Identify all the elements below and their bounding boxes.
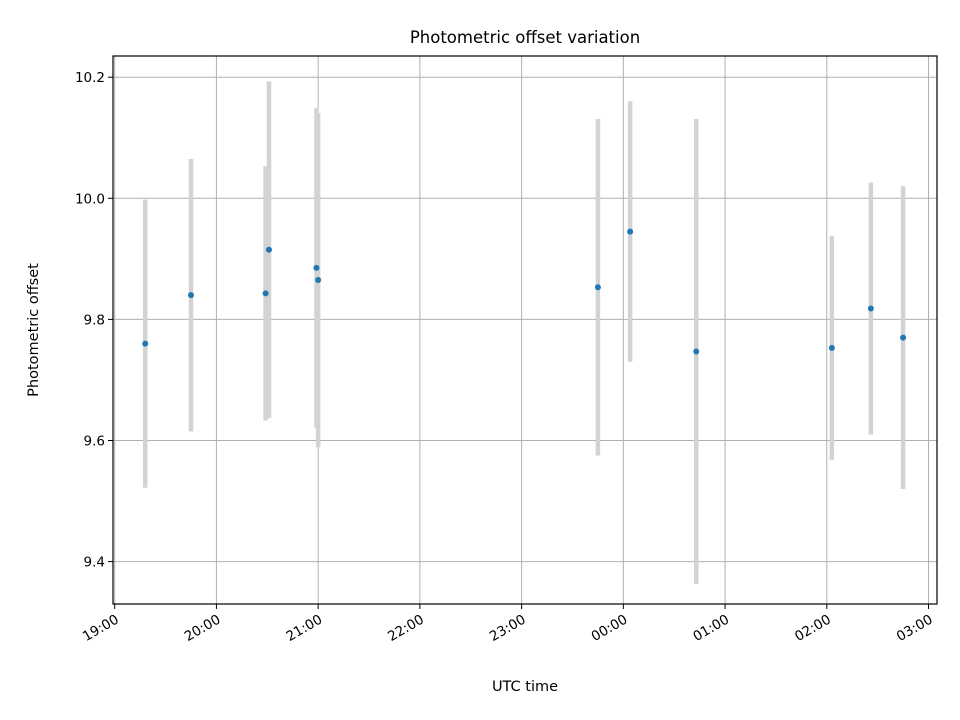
y-tick-label: 10.0	[75, 191, 105, 207]
data-points	[142, 228, 907, 355]
data-point	[594, 284, 601, 291]
y-tick-label: 9.6	[84, 434, 105, 450]
data-point	[627, 228, 634, 235]
plot-area	[113, 56, 937, 604]
chart-title: Photometric offset variation	[410, 28, 640, 47]
y-tick-label: 10.2	[75, 70, 105, 86]
data-point	[693, 348, 700, 355]
data-point	[828, 344, 835, 351]
x-axis-label: UTC time	[492, 679, 558, 695]
data-point	[315, 277, 322, 284]
y-tick-label: 9.8	[84, 312, 105, 328]
data-point	[262, 290, 269, 297]
y-axis-ticks: 9.4 9.6 9.8 10.0 10.2	[75, 70, 113, 571]
data-point	[313, 264, 320, 271]
y-axis-label: Photometric offset	[26, 263, 42, 397]
data-point	[867, 305, 874, 312]
data-point	[265, 246, 272, 253]
data-point	[187, 292, 194, 299]
data-point	[900, 334, 907, 341]
y-tick-label: 9.4	[84, 555, 105, 571]
data-point	[142, 340, 149, 347]
plot-frame	[112, 55, 938, 605]
